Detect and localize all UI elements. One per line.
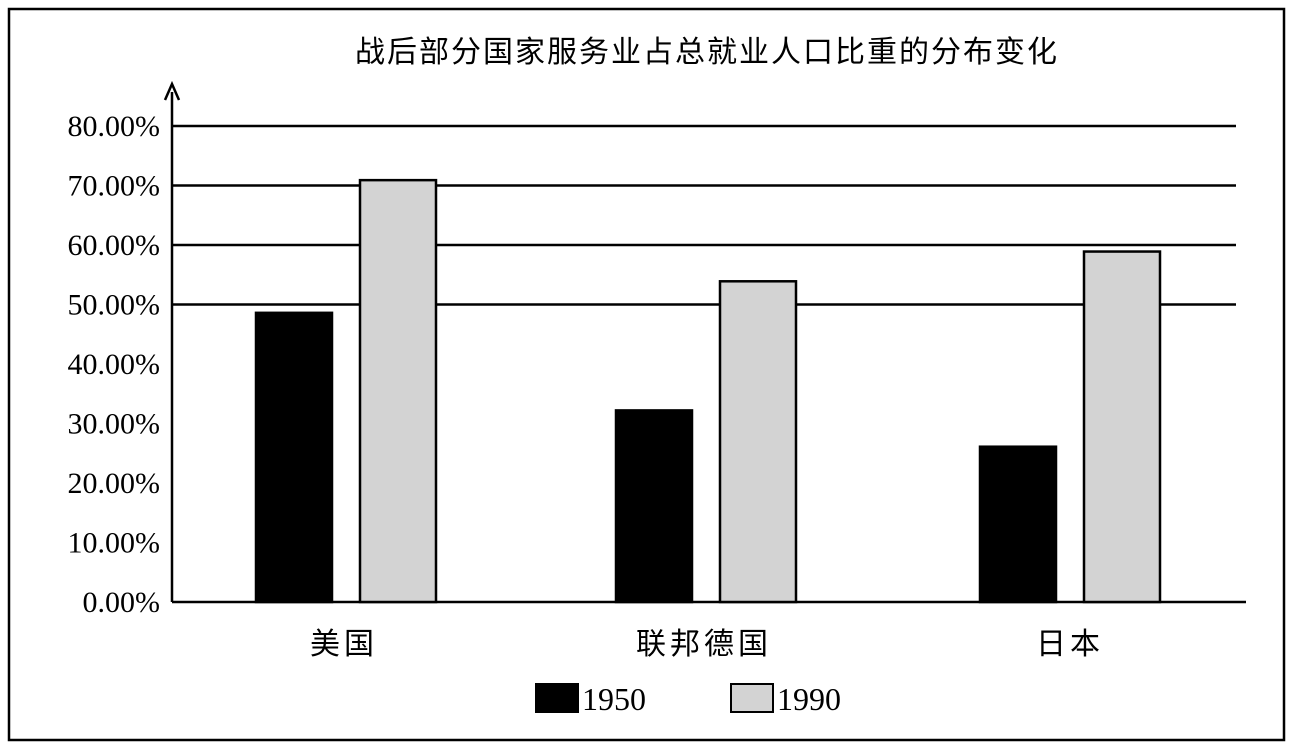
chart-frame [7,7,1286,742]
bar-1950-2 [978,445,1058,604]
axes [163,80,1246,604]
category-label: 日本 [1036,627,1104,662]
y-tick-label: 50.00% [68,289,161,322]
y-tick-label: 40.00% [68,348,161,381]
gridlines [172,124,1236,306]
y-tick-label: 10.00% [68,527,161,560]
y-tick-label: 60.00% [68,229,161,262]
legend-label-1950: 1950 [582,681,646,717]
legend-label-1990: 1990 [777,681,841,717]
bar-1950-0 [254,311,334,604]
y-tick-label: 70.00% [68,170,161,203]
category-label: 美国 [310,627,378,662]
y-tick-label: 0.00% [83,586,161,619]
category-labels: 美国 联邦德国 日本 [310,627,1104,662]
bar-1990-1 [718,280,798,604]
bar-1950-1 [614,409,694,604]
y-tick-label: 80.00% [68,110,161,143]
y-axis-arrow [163,80,181,101]
y-tick-label: 20.00% [68,467,161,500]
y-tick-label: 30.00% [68,408,161,441]
bars [254,178,1162,604]
legend-swatch-1950 [535,683,579,713]
bar-1990-2 [1082,250,1162,604]
legend: 1950 1990 [535,681,841,717]
category-label: 联邦德国 [636,627,772,662]
legend-swatch-1990 [730,683,774,713]
chart-title: 战后部分国家服务业占总就业人口比重的分布变化 [355,35,1059,70]
y-tick-labels: 0.00% 10.00% 20.00% 30.00% 40.00% 50.00% 60.00… [68,110,161,619]
bar-1990-0 [358,178,438,604]
